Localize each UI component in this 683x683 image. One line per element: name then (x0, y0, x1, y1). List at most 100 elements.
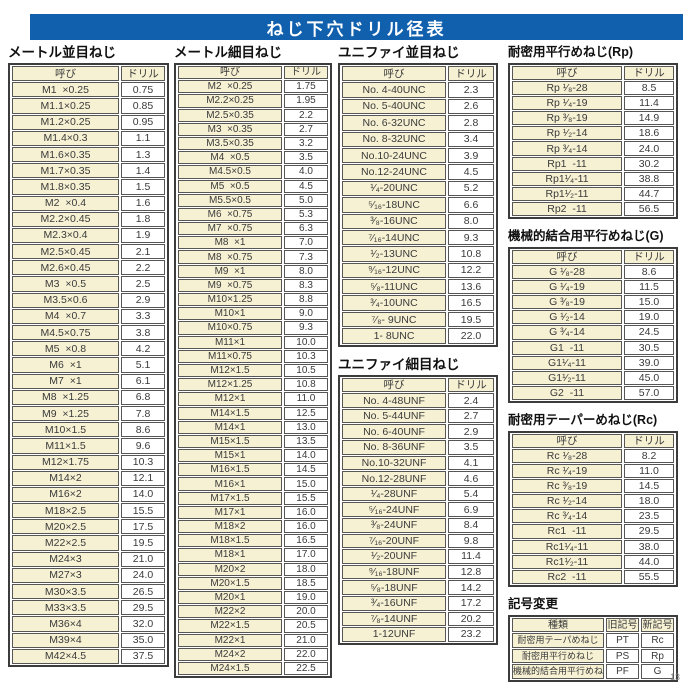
section-title-rp: 耐密用平行めねじ(Rp) (508, 45, 633, 59)
table-row: M10×0.75 9.3 (178, 321, 328, 335)
table-cell: ⁷⁄₁₆-14UNC (342, 229, 446, 246)
table-cell: M4.5×0.75 (12, 325, 119, 341)
table-cell: M2.2×0.25 (178, 94, 282, 108)
rc-body: Rc ¹⁄₈-28 8.2 Rc ¹⁄₄-19 11.0 Rc ³⁄₈-19 14.5 Rc… (512, 448, 674, 584)
table-cell: 24.5 (624, 325, 674, 340)
table-cell: M2.6×0.45 (12, 260, 119, 276)
table-cell: M3.5×0.6 (12, 292, 119, 308)
table-cell: 35.0 (121, 632, 165, 648)
table-row: M12×1.75 10.3 (12, 454, 165, 470)
table-cell: 6.6 (448, 197, 494, 213)
table-cell: 16.0 (284, 520, 328, 534)
table-row: M1.1×0.25 0.85 (12, 98, 165, 114)
table-row: M24×1.5 22.5 (178, 661, 328, 676)
table-row: Rp ¹⁄₈-28 8.5 (512, 81, 674, 96)
table-cell: 耐密用テーパめねじ (512, 633, 604, 648)
table-cell: ⁹⁄₁₆-18UNF (342, 564, 446, 580)
table-cell: 23.2 (448, 627, 494, 642)
table-cell: 1.6 (121, 195, 165, 211)
table-row: G ¹⁄₂-14 19.0 (512, 310, 674, 325)
table-row: M18×1 17.0 (178, 548, 328, 562)
table-row: M11×1 10.0 (178, 335, 328, 349)
table-row: M10×1.5 8.6 (12, 422, 165, 438)
column-metric-fine: メートル細目ねじ 呼び ドリル M2 ×0.25 1.75 M2.2×0.25 1.9… (174, 44, 332, 679)
table-cell: G ³⁄₄-14 (512, 325, 622, 340)
table-cell: 14.2 (448, 580, 494, 595)
table-row: Rc1 -11 29.5 (512, 524, 674, 539)
table-cell: Rc ³⁄₄-14 (512, 509, 622, 524)
table-cell: 8.4 (448, 517, 494, 533)
table-row: No. 6-32UNC 2.8 (342, 115, 494, 131)
table-cell: M7 ×0.75 (178, 222, 282, 236)
table-cell: 20.5 (284, 619, 328, 633)
table-row: M2.2×0.25 1.95 (178, 94, 328, 108)
table-cell: ¹⁄₄-20UNC (342, 180, 446, 197)
table-cell: 2.3 (448, 82, 494, 98)
table-row: No.12-28UNF 4.6 (342, 471, 494, 486)
table-row: M12×1 11.0 (178, 392, 328, 406)
table-cell: ³⁄₈-24UNF (342, 517, 446, 533)
table-row: M4.5×0.75 3.8 (12, 325, 165, 341)
table-row: No. 6-40UNF 2.9 (342, 424, 494, 440)
column-header-kind: 種類 (512, 617, 604, 633)
table-cell: 4.6 (448, 471, 494, 486)
table-cell: No.12-24UNC (342, 164, 446, 180)
table-cell: ¹⁄₄-28UNF (342, 486, 446, 502)
table-cell: No. 5-44UNF (342, 408, 446, 424)
table-cell: M9 ×1 (178, 264, 282, 278)
metric-fine-body: M2 ×0.25 1.75 M2.2×0.25 1.95 M2.5×0.35 2.2 M3 … (178, 80, 328, 676)
table-cell: 44.7 (624, 186, 674, 201)
table-row: Rp ¹⁄₂-14 18.6 (512, 126, 674, 141)
table-row: M22×2.5 19.5 (12, 535, 165, 551)
table-cell: M24×1.5 (178, 661, 282, 676)
table-row: Rp1¹⁄₄-11 38.8 (512, 171, 674, 186)
column-header-drill: ドリル (121, 66, 165, 82)
table-cell: 11.4 (624, 96, 674, 111)
table-row: M2.2×0.45 1.8 (12, 211, 165, 227)
table-cell: 39.0 (624, 355, 674, 370)
table-cell: 19.5 (121, 535, 165, 551)
table-row: M12×1.5 10.5 (178, 363, 328, 378)
table-row: M22×1 21.0 (178, 633, 328, 647)
table-row: M24×2 22.0 (178, 647, 328, 661)
section-title-unified-fine: ユニファイ細目ねじ (338, 356, 460, 372)
table-cell: 16.5 (284, 534, 328, 548)
table-cell: ³⁄₈-16UNC (342, 213, 446, 229)
table-row: ⁷⁄₈- 9UNC 19.5 (342, 311, 494, 328)
table-row: Rp1¹⁄₂-11 44.7 (512, 186, 674, 201)
table-cell: No. 6-40UNF (342, 424, 446, 440)
table-cell: M16×1.5 (178, 463, 282, 477)
unified-coarse-table: 呼び ドリル No. 4-40UNC 2.3 No. 5-40UNC 2.6 No. 6… (338, 63, 498, 347)
table-cell: 30.2 (624, 156, 674, 171)
table-cell: 機械的結合用平行めねじ (512, 664, 604, 679)
table-row: Rc1¹⁄₄-11 38.0 (512, 539, 674, 554)
table-cell: 1.3 (121, 146, 165, 163)
table-row: Rc2 -11 55.5 (512, 569, 674, 584)
table-row: M2.6×0.45 2.2 (12, 260, 165, 276)
table-row: M24×3 21.0 (12, 551, 165, 567)
table-cell: M16×1 (178, 477, 282, 491)
symbol-change-body: 耐密用テーパめねじ PT Rc 耐密用平行めねじ PS Rp 機械的結合用平行めねじ PF G (512, 633, 674, 679)
table-cell: ¹⁄₂-13UNC (342, 246, 446, 262)
table-cell: 7.0 (284, 236, 328, 250)
table-cell: M1.2×0.25 (12, 114, 119, 130)
table-row: M15×1.5 13.5 (178, 434, 328, 449)
table-cell: 2.2 (284, 108, 328, 122)
table-row: G ³⁄₄-14 24.5 (512, 325, 674, 340)
table-cell: 10.8 (448, 246, 494, 262)
page-title: ねじ下穴ドリル径表 (30, 14, 683, 40)
column-header-name: 呼び (342, 66, 446, 82)
table-cell: M2 ×0.25 (178, 80, 282, 94)
table-cell: 6.3 (284, 222, 328, 236)
table-row: M6 ×1 5.1 (12, 357, 165, 373)
column-header-drill: ドリル (448, 377, 494, 393)
table-cell: 21.0 (284, 633, 328, 647)
table-cell: 10.3 (121, 454, 165, 470)
table-cell: M15×1.5 (178, 434, 282, 449)
table-cell: M27×3 (12, 567, 119, 583)
column-unified: ユニファイ並目ねじ 呼び ドリル No. 4-40UNC 2.3 No. 5-40U… (338, 44, 498, 645)
table-cell: Rc1¹⁄₄-11 (512, 539, 622, 554)
table-cell: 22.0 (448, 328, 494, 344)
table-cell: M11×1 (178, 335, 282, 349)
table-cell: M33×3.5 (12, 600, 119, 616)
